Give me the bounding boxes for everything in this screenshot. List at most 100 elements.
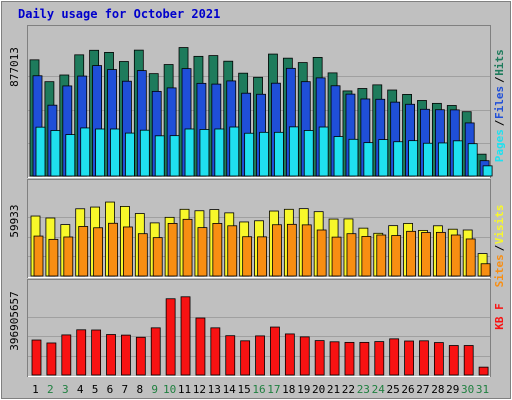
bar-sites-28 [435,231,446,277]
bar-sites-26 [406,230,416,277]
bar-kbytes-19 [299,336,310,376]
bar-kbytes-18 [284,333,295,376]
bar-sites-25 [391,235,402,277]
bar-sites-1 [33,235,44,277]
series-sites [33,218,491,277]
bar-sites-17 [272,224,282,277]
bar-kbytes-4 [76,329,87,376]
bar-pages-7 [125,132,135,177]
bar-sites-18 [286,223,297,277]
bar-kbytes-31 [478,366,489,376]
bar-pages-5 [95,128,106,177]
bar-pages-3 [65,134,76,177]
series-pages [35,126,493,177]
bar-sites-16 [257,236,267,277]
bar-sites-31 [480,263,491,277]
bar-sites-2 [48,238,59,277]
bar-pages-12 [199,129,210,177]
bar-sites-7 [123,226,133,277]
bar-kbytes-14 [225,335,236,376]
bar-sites-3 [63,236,74,277]
bar-pages-24 [378,139,389,177]
bar-pages-29 [452,140,463,177]
x-tick-label-19: 19 [297,383,310,396]
bar-sites-14 [227,225,238,277]
bar-pages-23 [363,142,374,177]
panel-visits-sites: 59933 Sites /Visits [8,179,506,287]
x-tick-label-21: 21 [327,383,340,396]
bar-pages-2 [50,130,61,177]
bar-sites-27 [421,232,431,277]
bar-sites-24 [376,234,387,277]
side-label-separator: / [493,119,506,126]
bar-pages-11 [184,128,195,177]
x-tick-label-31: 31 [476,383,489,396]
bar-kbytes-5 [91,329,102,376]
x-tick-label-20: 20 [312,383,325,396]
bar-pages-25 [393,141,404,177]
bar-sites-20 [316,229,327,277]
bar-pages-21 [333,136,344,177]
bar-sites-8 [137,233,148,277]
bar-pages-31 [482,165,493,177]
bar-sites-10 [167,223,178,277]
bar-kbytes-24 [374,341,385,376]
y-axis-max-label: 877013 [8,47,21,87]
x-tick-label-1: 1 [32,383,39,396]
bar-pages-16 [259,131,269,177]
x-tick-label-8: 8 [136,383,143,396]
x-tick-label-14: 14 [223,383,237,396]
x-tick-label-27: 27 [416,383,429,396]
bar-pages-18 [288,126,299,177]
x-tick-label-6: 6 [107,383,114,396]
x-tick-label-5: 5 [92,383,99,396]
side-label-hits: Hits [493,49,506,76]
bar-pages-17 [274,131,284,177]
side-label-separator: / [493,244,506,251]
bar-pages-13 [214,128,225,177]
bar-kbytes-26 [404,340,414,376]
bar-pages-28 [437,142,448,177]
x-tick-label-13: 13 [208,383,221,396]
bar-sites-5 [93,227,104,277]
x-tick-label-15: 15 [237,383,250,396]
bar-pages-8 [139,129,150,177]
bar-sites-21 [331,236,342,277]
bar-kbytes-21 [329,341,340,376]
x-tick-label-29: 29 [446,383,459,396]
bar-kbytes-30 [463,345,474,376]
bar-pages-27 [423,142,433,177]
bar-pages-22 [348,138,359,177]
bar-pages-30 [467,143,478,177]
bar-kbytes-22 [344,341,355,376]
x-tick-label-24: 24 [372,383,386,396]
side-legend-visits-sites: Sites /Visits [493,204,506,287]
bar-kbytes-1 [31,339,42,376]
side-label-sites: Sites [493,254,506,287]
x-tick-label-12: 12 [193,383,206,396]
x-tick-label-11: 11 [178,383,191,396]
bar-kbytes-6 [106,334,116,376]
x-tick-label-4: 4 [77,383,84,396]
y-axis-max-label: 396905657 [8,291,21,351]
side-legend-hits-files-pages: Pages/Files/Hits [493,49,506,162]
x-tick-label-23: 23 [357,383,370,396]
bar-kbytes-10 [165,298,176,376]
bar-sites-11 [182,218,193,277]
bar-sites-9 [152,237,163,277]
side-label-visits: Visits [493,204,506,244]
bar-sites-30 [465,238,476,277]
bar-kbytes-23 [359,341,370,376]
bar-kbytes-12 [195,317,206,376]
bar-kbytes-20 [314,340,325,376]
bar-pages-19 [303,130,314,177]
bar-kbytes-17 [270,326,280,376]
side-legend-kbytes: KB F [493,303,506,330]
panel-kbytes: 396905657 KB F [8,279,506,377]
bar-kbytes-9 [150,327,161,376]
x-axis-tick-labels: 1 2 3 4 5 6 7 8 9 10 11 12 13 14 15 16 17 18 19 20 21 22 23 24 2… [32,383,489,396]
bar-kbytes-2 [46,342,57,376]
bar-pages-4 [80,127,91,177]
bar-sites-23 [361,236,372,277]
